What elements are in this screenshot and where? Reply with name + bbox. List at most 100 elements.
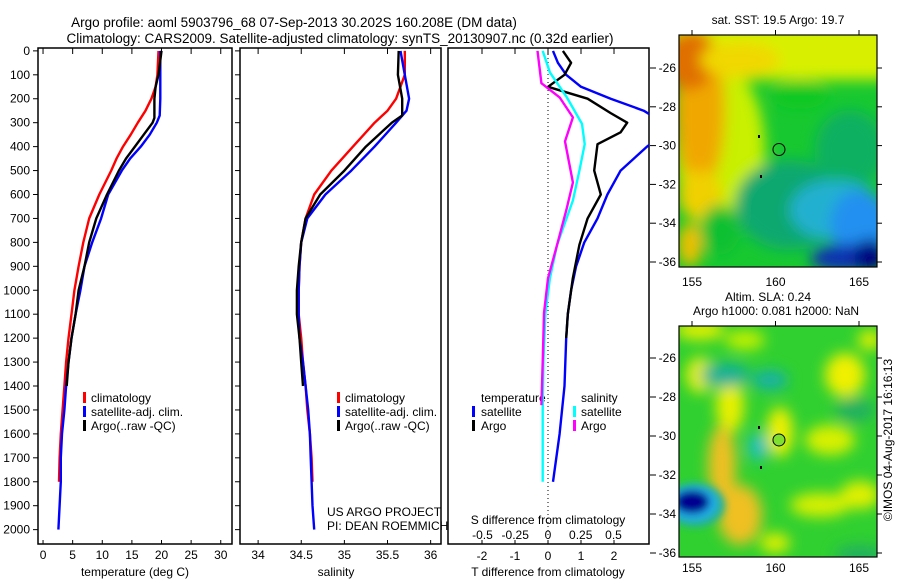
salinity-legend: climatology satellite-adj. clim. Argo(..… (337, 391, 437, 433)
series-line-t-argo (546, 50, 629, 339)
depth-tick-label: 1300 (3, 355, 30, 369)
legend-title-salinity: salinity (581, 391, 618, 405)
depth-tick-label: 800 (10, 235, 30, 249)
series-line-climatology (57, 50, 160, 482)
temperature-plot-frame (37, 47, 233, 545)
depth-tick-label: 1900 (3, 499, 30, 513)
depth-tick-label: 0 (23, 44, 30, 58)
x-tick-label: 36 (424, 548, 438, 562)
legend-swatch-s-satellite (573, 406, 576, 417)
legend-label-t-argo: Argo (481, 419, 507, 433)
depth-tick-label: 600 (10, 188, 30, 202)
temperature-xlabel: temperature (deg C) (81, 565, 189, 579)
x-tick-label: 2 (611, 549, 618, 563)
legend-label-climatology: climatology (91, 391, 151, 405)
legend-swatch-climatology (83, 392, 86, 403)
salinity-plot-frame (239, 47, 442, 545)
sst-map: sat. SST: 19.5 Argo: 19.7 (650, 13, 882, 289)
sla-map-frame (678, 325, 878, 558)
island-mark (760, 466, 762, 469)
sla-map-subtitle: Argo h1000: 0.081 h2000: NaN (693, 304, 859, 318)
x-tick-label: 35 (338, 548, 352, 562)
lat-tick-label: -28 (659, 100, 677, 114)
series-line-s-satellite (541, 50, 586, 482)
x-tick-label: 5 (69, 548, 76, 562)
difference-legend: temperature salinity satellite Argo sate… (472, 391, 622, 433)
project-credit: US ARGO PROJECT (327, 505, 442, 519)
series-line-argo-raw-qc (295, 50, 404, 387)
depth-tick-label: 1000 (3, 283, 30, 297)
argo-location-marker (772, 433, 786, 447)
lat-tick-label: -32 (659, 177, 677, 191)
depth-tick-label: 1700 (3, 451, 30, 465)
legend-title-temperature: temperature (481, 391, 546, 405)
s-tick-label: -0.5 (472, 528, 493, 542)
sla-heatmap (679, 326, 877, 557)
x-tick-label: 10 (96, 548, 110, 562)
series-line-s-argo (536, 50, 575, 406)
legend-label-satellite: satellite-adj. clim. (91, 405, 183, 419)
depth-tick-label: 700 (10, 211, 30, 225)
x-tick-label: 0 (545, 549, 552, 563)
depth-tick-label: 1600 (3, 427, 30, 441)
salinity-xlabel: salinity (318, 565, 355, 579)
legend-swatch-t-argo (472, 420, 475, 431)
island-mark (758, 426, 760, 429)
s-tick-label: 0.5 (605, 528, 622, 542)
legend-label-satellite: satellite-adj. clim. (345, 405, 437, 419)
x-tick-label: 1 (578, 549, 585, 563)
depth-tick-label: 1200 (3, 331, 30, 345)
difference-series (536, 50, 649, 482)
temperature-legend: climatology satellite-adj. clim. Argo(..… (83, 391, 183, 433)
x-tick-label: 30 (214, 548, 228, 562)
sst-map-frame (678, 34, 878, 268)
figure-title-line1: Argo profile: aoml 5903796_68 07-Sep-201… (71, 15, 517, 30)
depth-tick-label: 400 (10, 140, 30, 154)
lon-tick-label: 155 (682, 561, 702, 575)
sla-map: Altim. SLA: 0.24 Argo h1000: 0.081 h2000… (650, 290, 882, 575)
sla-map-title: Altim. SLA: 0.24 (725, 290, 811, 304)
argo-location-marker (772, 143, 786, 157)
lat-tick-label: -36 (659, 255, 677, 269)
legend-swatch-t-satellite (472, 406, 475, 417)
lat-tick-label: -26 (659, 61, 677, 75)
lon-tick-label: 165 (849, 561, 869, 575)
legend-label-climatology: climatology (345, 391, 405, 405)
sst-heatmap (679, 35, 877, 267)
x-tick-label: 25 (184, 548, 198, 562)
depth-tick-label: 200 (10, 92, 30, 106)
island-mark (758, 135, 760, 138)
legend-swatch-satellite (83, 406, 86, 417)
s-difference-xlabel: S difference from climatology (471, 513, 626, 527)
s-tick-label: 0 (545, 528, 552, 542)
lat-tick-label: -30 (659, 429, 677, 443)
depth-tick-label: 900 (10, 259, 30, 273)
x-tick-label: 20 (155, 548, 169, 562)
lon-tick-label: 165 (849, 275, 869, 289)
temperature-profile-panel: temperature (deg C) climatology satellit… (3, 44, 233, 579)
depth-tick-label: 100 (10, 68, 30, 82)
legend-label-argo: Argo(..raw -QC) (345, 419, 430, 433)
lat-tick-label: -32 (659, 468, 677, 482)
s-tick-label: 0.25 (569, 528, 593, 542)
depth-tick-label: 1100 (4, 307, 30, 321)
figure-title-line2: Climatology: CARS2009. Satellite-adjuste… (66, 31, 613, 46)
depth-tick-label: 1800 (3, 475, 30, 489)
s-tick-label: -0.25 (502, 528, 530, 542)
salinity-profile-panel: salinity climatology satellite-adj. clim… (235, 47, 448, 579)
legend-swatch-s-argo (573, 420, 576, 431)
legend-swatch-satellite (337, 406, 340, 417)
legend-label-s-satellite: satellite (581, 405, 622, 419)
depth-tick-label: 2000 (3, 523, 30, 537)
x-tick-label: 15 (125, 548, 139, 562)
legend-swatch-climatology (337, 392, 340, 403)
x-tick-label: 0 (40, 548, 47, 562)
x-tick-label: -2 (477, 549, 488, 563)
series-line-satellite-adj-clim (57, 50, 162, 530)
lat-tick-label: -30 (659, 139, 677, 153)
lon-tick-label: 160 (765, 561, 785, 575)
depth-tick-label: 1500 (3, 403, 30, 417)
series-line-argo-raw-qc (65, 50, 163, 387)
legend-label-t-satellite: satellite (481, 405, 522, 419)
